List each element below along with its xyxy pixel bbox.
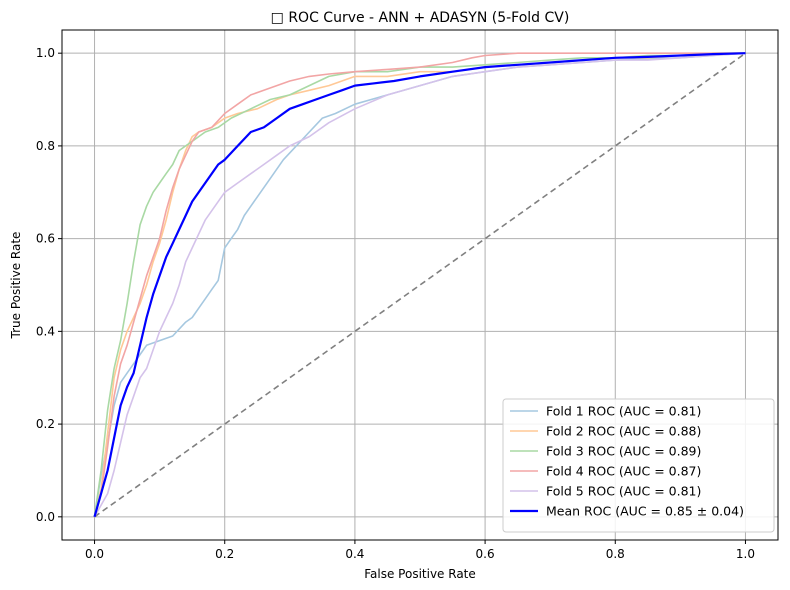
legend-entry: Fold 4 ROC (AUC = 0.87) [546,464,701,479]
y-ticks: 0.0 0.2 0.4 0.6 0.8 1.0 [36,46,62,524]
y-tick-label: 0.6 [36,232,55,246]
legend-box [502,398,775,533]
x-tick-label: 1.0 [736,547,755,561]
mean-roc-line [93,52,746,518]
x-tick-label: 0.4 [345,547,364,561]
y-tick-label: 0.8 [36,139,55,153]
y-tick-label: 0.0 [36,510,55,524]
x-tick-label: 0.6 [476,547,495,561]
legend: Fold 1 ROC (AUC = 0.81) Fold 2 ROC (AUC =… [502,398,775,533]
grid [62,30,778,540]
x-tick-label: 0.0 [85,547,104,561]
legend-entry: Fold 1 ROC (AUC = 0.81) [546,404,701,419]
chance-diagonal-line [94,52,746,518]
legend-entry: Fold 5 ROC (AUC = 0.81) [546,484,701,499]
y-tick-label: 0.4 [36,324,55,338]
fold-5-roc-line [93,52,746,518]
fold-3-roc-line [93,52,746,517]
legend-entry: Fold 2 ROC (AUC = 0.88) [546,424,701,439]
y-tick-label: 0.2 [36,417,55,431]
x-tick-label: 0.8 [606,547,625,561]
legend-entry: Mean ROC (AUC = 0.85 ± 0.04) [546,504,744,519]
x-axis-label: False Positive Rate [364,567,476,581]
x-ticks: 0.0 0.2 0.4 0.6 0.8 1.0 [85,540,755,561]
y-tick-label: 1.0 [36,46,55,60]
chart-title: □ ROC Curve - ANN + ADASYN (5-Fold CV) [271,10,570,26]
plot-frame [61,29,779,541]
fold-4-roc-line [93,52,746,518]
y-axis-label: True Positive Rate [9,232,23,340]
series-layer [93,52,746,518]
x-tick-label: 0.2 [215,547,234,561]
legend-entry: Fold 3 ROC (AUC = 0.89) [546,444,701,459]
